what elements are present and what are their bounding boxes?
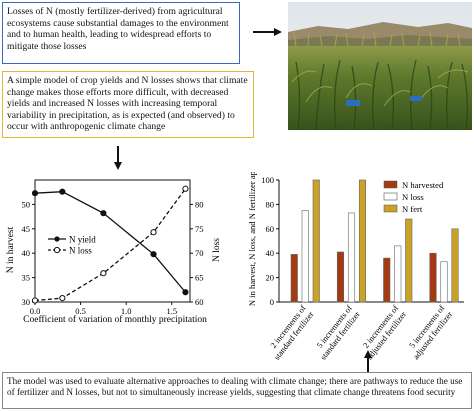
line-chart-legend: N yield N loss [48,235,96,256]
bar-category-label: 5 increments ofstandard fertilizer [311,304,362,362]
bar-chart-legend: N harvested N loss N fert [383,180,444,214]
line-chart-ylabel-left: N in harvest [6,226,16,273]
legend-n-loss-swatch [383,192,398,201]
n-loss-point [182,185,189,192]
y-left-tick-label: 30 [22,297,31,307]
n-loss-point [100,270,107,277]
bar-chart-bars [290,179,459,303]
n-fert-bar [451,228,459,303]
arrow-down [114,146,122,170]
bar-chart-axes: 0 20 40 60 80 100 [261,175,464,307]
bar-y-tick-label: 40 [266,248,275,258]
legend-n-fert-swatch [383,204,398,213]
n-loss-point [31,297,39,304]
y-left-tick-label: 45 [22,224,31,234]
legend-n-loss-label: N loss [69,246,92,256]
legend-n-loss-marker [53,246,61,254]
x-tick-label: 0.0 [30,306,41,316]
y-right-tick-label: 75 [195,224,204,234]
n-yield-point [100,210,107,217]
legend-n-yield-label: N yield [69,235,96,245]
n-yield-point [59,188,66,195]
plot-marker-right [410,96,422,101]
bar-chart-category-labels: 2 increments ofstandard fertilizer 5 incr… [264,304,455,362]
plot-marker-left [346,100,360,106]
n-fert-bar [358,179,367,303]
n-yield-point [31,190,39,197]
problem-statement-box: Losses of N (mostly fertilizer-derived) … [2,2,240,64]
n-harvested-bar [336,251,345,303]
legend-n-harvested-swatch [383,180,398,189]
n-yield-series-line [34,191,186,293]
bar-category-label: 5 increments ofadjusted fertilizer [403,304,454,362]
bar-y-tick-label: 80 [266,199,275,209]
n-loss-bar [301,210,309,303]
bar-y-tick-label: 0 [270,297,274,307]
problem-statement-text: Losses of N (mostly fertilizer-derived) … [7,6,229,52]
legend-n-fert-label: N fert [402,204,423,214]
n-loss-point [59,294,66,302]
n-fert-bar [405,218,413,303]
n-loss-bar [347,212,356,303]
n-harvested-bar [383,257,391,303]
bar-y-tick-label: 20 [266,273,275,283]
n-yield-point [150,251,157,258]
legend-n-yield-marker [54,236,60,242]
line-chart-ylabel-right: N loss [212,238,222,262]
y-right-tick-label: 60 [195,297,204,307]
n-harvested-bar [290,254,298,303]
y-right-tick-label: 80 [195,199,204,209]
bar-chart-ylabel: N in harvest, N loss, and N fertilizer a… [247,172,257,306]
line-chart-axes: 0.0 0.5 1.0 1.5 30 35 40 45 50 60 65 70 75 80 [22,179,204,316]
bar-y-tick-label: 60 [266,224,275,234]
conclusion-box: The model was used to evaluate alternati… [2,372,472,409]
bar-y-tick-label: 100 [261,175,274,185]
legend-n-harvested-label: N harvested [402,180,444,190]
line-chart-frame [34,179,191,303]
model-finding-text: A simple model of crop yields and N loss… [7,75,248,133]
n-loss-bar [440,261,448,303]
bar-category-label: 2 increments ofstandard fertilizer [264,304,315,362]
y-left-tick-label: 40 [22,248,31,258]
line-chart-series [31,185,189,304]
y-right-tick-label: 70 [195,248,204,258]
n-loss-series-line [34,188,186,302]
x-tick-label: 0.5 [75,306,86,316]
model-finding-box: A simple model of crop yields and N loss… [2,71,254,138]
n-loss-bar [394,245,402,303]
conclusion-text: The model was used to evaluate alternati… [7,376,463,397]
x-tick-label: 1.5 [166,306,177,316]
arrow-right [253,28,282,36]
line-chart: 0.0 0.5 1.0 1.5 30 35 40 45 50 60 65 70 75 80 N in ha… [6,179,222,325]
n-fert-bar [312,179,320,303]
n-loss-point [150,229,157,236]
line-chart-xlabel: Coefficient of variation of monthly prec… [23,314,207,325]
legend-n-loss-label: N loss [402,192,424,202]
y-right-tick-label: 65 [195,273,204,283]
y-left-tick-label: 50 [22,199,31,209]
cornfield-photo [288,2,472,130]
bar-category-label: 2 increments ofadjusted fertilizer [357,304,408,362]
n-harvested-bar [429,252,437,303]
y-left-tick-label: 35 [22,273,31,283]
arrow-up [364,350,372,372]
bar-chart: 0 20 40 60 80 100 2 increments ofstandard fer… [247,172,464,362]
x-tick-label: 1.0 [121,306,132,316]
n-yield-point [182,289,189,296]
